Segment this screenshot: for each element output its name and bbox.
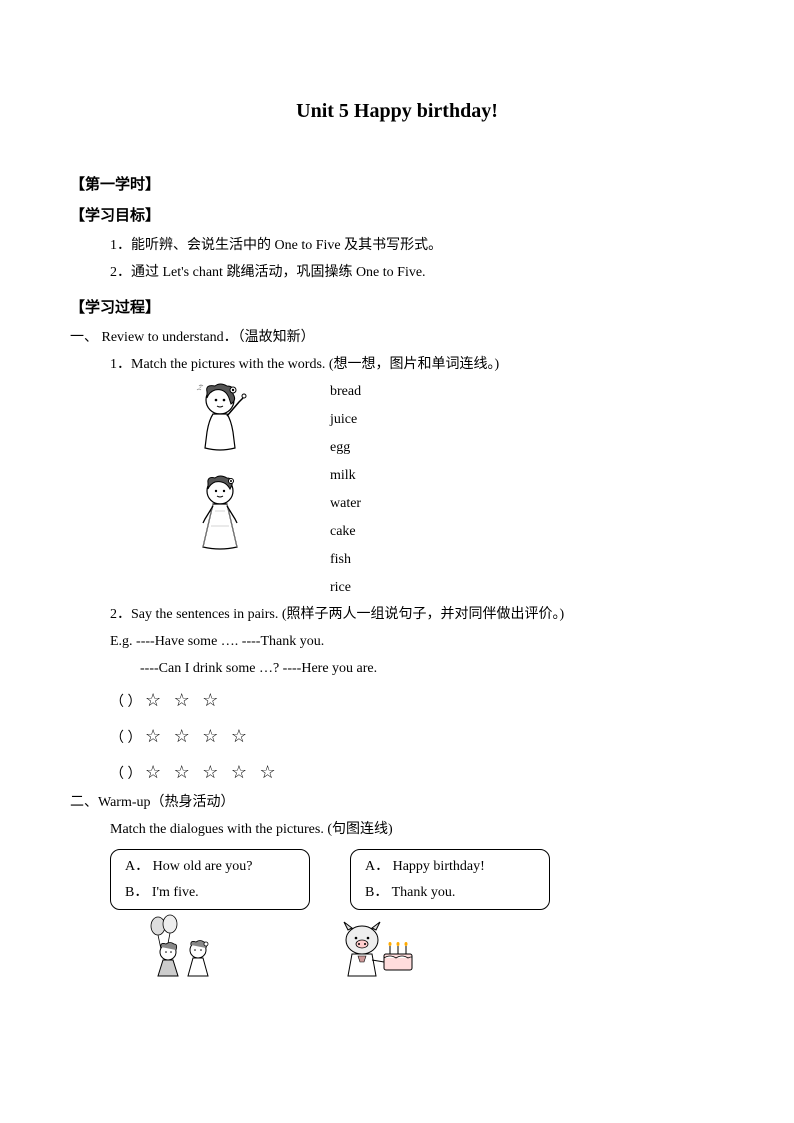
header-objectives: 【学习目标】 <box>70 204 724 225</box>
pig-cake-icon <box>330 914 420 979</box>
example-line1: E.g. ----Have some …. ----Thank you. <box>110 629 724 656</box>
section2-instr: Match the dialogues with the pictures. (… <box>110 817 724 844</box>
word-egg: egg <box>330 434 361 462</box>
rating-paren: （ ） <box>110 695 142 710</box>
dialogue1-a: A． How old are you? <box>125 854 295 879</box>
word-juice: juice <box>330 406 361 434</box>
word-cake: cake <box>330 518 361 546</box>
dialogue2-b: B． Thank you. <box>365 880 535 905</box>
rating-paren: （ ） <box>110 767 142 782</box>
header-process: 【学习过程】 <box>70 296 724 317</box>
dialogue1-b: B． I'm five. <box>125 880 295 905</box>
rating-row-3: （ ） ☆ ☆ ☆ <box>110 682 724 718</box>
dialogue-box-1: A． How old are you? B． I'm five. <box>110 849 310 909</box>
objective-2: 2．通过 Let's chant 跳绳活动，巩固操练 One to Five. <box>110 260 724 287</box>
stars-5-icon: ☆ ☆ ☆ ☆ ☆ <box>145 762 280 782</box>
svg-text:♪: ♪ <box>199 384 202 390</box>
rating-row-5: （ ） ☆ ☆ ☆ ☆ ☆ <box>110 754 724 790</box>
girl-dress-icon <box>185 471 255 556</box>
section2-title: 二、Warm-up（热身活动） <box>70 790 724 817</box>
word-rice: rice <box>330 574 361 602</box>
rating-paren: （ ） <box>110 731 142 746</box>
section1-title: 一、 Review to understand．（温故知新） <box>70 325 724 352</box>
section1-q2: 2．Say the sentences in pairs. (照样子两人一组说句… <box>110 602 724 629</box>
section1-q1: 1．Match the pictures with the words. (想一… <box>110 352 724 379</box>
warmup-pictures <box>140 914 724 979</box>
header-lesson: 【第一学时】 <box>70 173 724 194</box>
word-bread: bread <box>330 378 361 406</box>
words-column: bread juice egg milk water cake fish ric… <box>330 378 361 602</box>
objective-1: 1．能听辨、会说生活中的 One to Five 及其书写形式。 <box>110 233 724 260</box>
match-exercise: ♪ bread juice egg milk water cake fish r… <box>110 378 724 602</box>
girl-pointing-icon: ♪ <box>185 378 255 463</box>
word-fish: fish <box>330 546 361 574</box>
example-line2: ----Can I drink some …? ----Here you are… <box>140 656 724 683</box>
page-title: Unit 5 Happy birthday! <box>70 100 724 123</box>
word-water: water <box>330 490 361 518</box>
rating-row-4: （ ） ☆ ☆ ☆ ☆ <box>110 718 724 754</box>
kids-balloons-icon <box>140 914 230 979</box>
word-milk: milk <box>330 462 361 490</box>
dialogue-box-2: A． Happy birthday! B． Thank you. <box>350 849 550 909</box>
stars-3-icon: ☆ ☆ ☆ <box>145 690 222 710</box>
dialogue2-a: A． Happy birthday! <box>365 854 535 879</box>
dialogue-boxes: A． How old are you? B． I'm five. A． Happ… <box>110 849 724 909</box>
stars-4-icon: ☆ ☆ ☆ ☆ <box>145 726 251 746</box>
pictures-column: ♪ <box>110 378 330 556</box>
